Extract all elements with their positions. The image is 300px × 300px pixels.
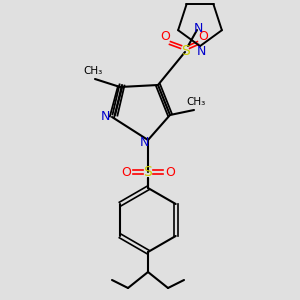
Text: N: N: [193, 22, 203, 35]
Text: CH₃: CH₃: [83, 66, 103, 76]
Text: N: N: [196, 45, 206, 58]
Text: O: O: [160, 31, 170, 44]
Text: O: O: [165, 166, 175, 178]
Text: S: S: [144, 165, 152, 179]
Text: CH₃: CH₃: [186, 97, 206, 107]
Text: S: S: [181, 44, 189, 58]
Text: O: O: [198, 31, 208, 44]
Text: O: O: [121, 166, 131, 178]
Text: N: N: [139, 136, 149, 149]
Text: N: N: [100, 110, 110, 124]
